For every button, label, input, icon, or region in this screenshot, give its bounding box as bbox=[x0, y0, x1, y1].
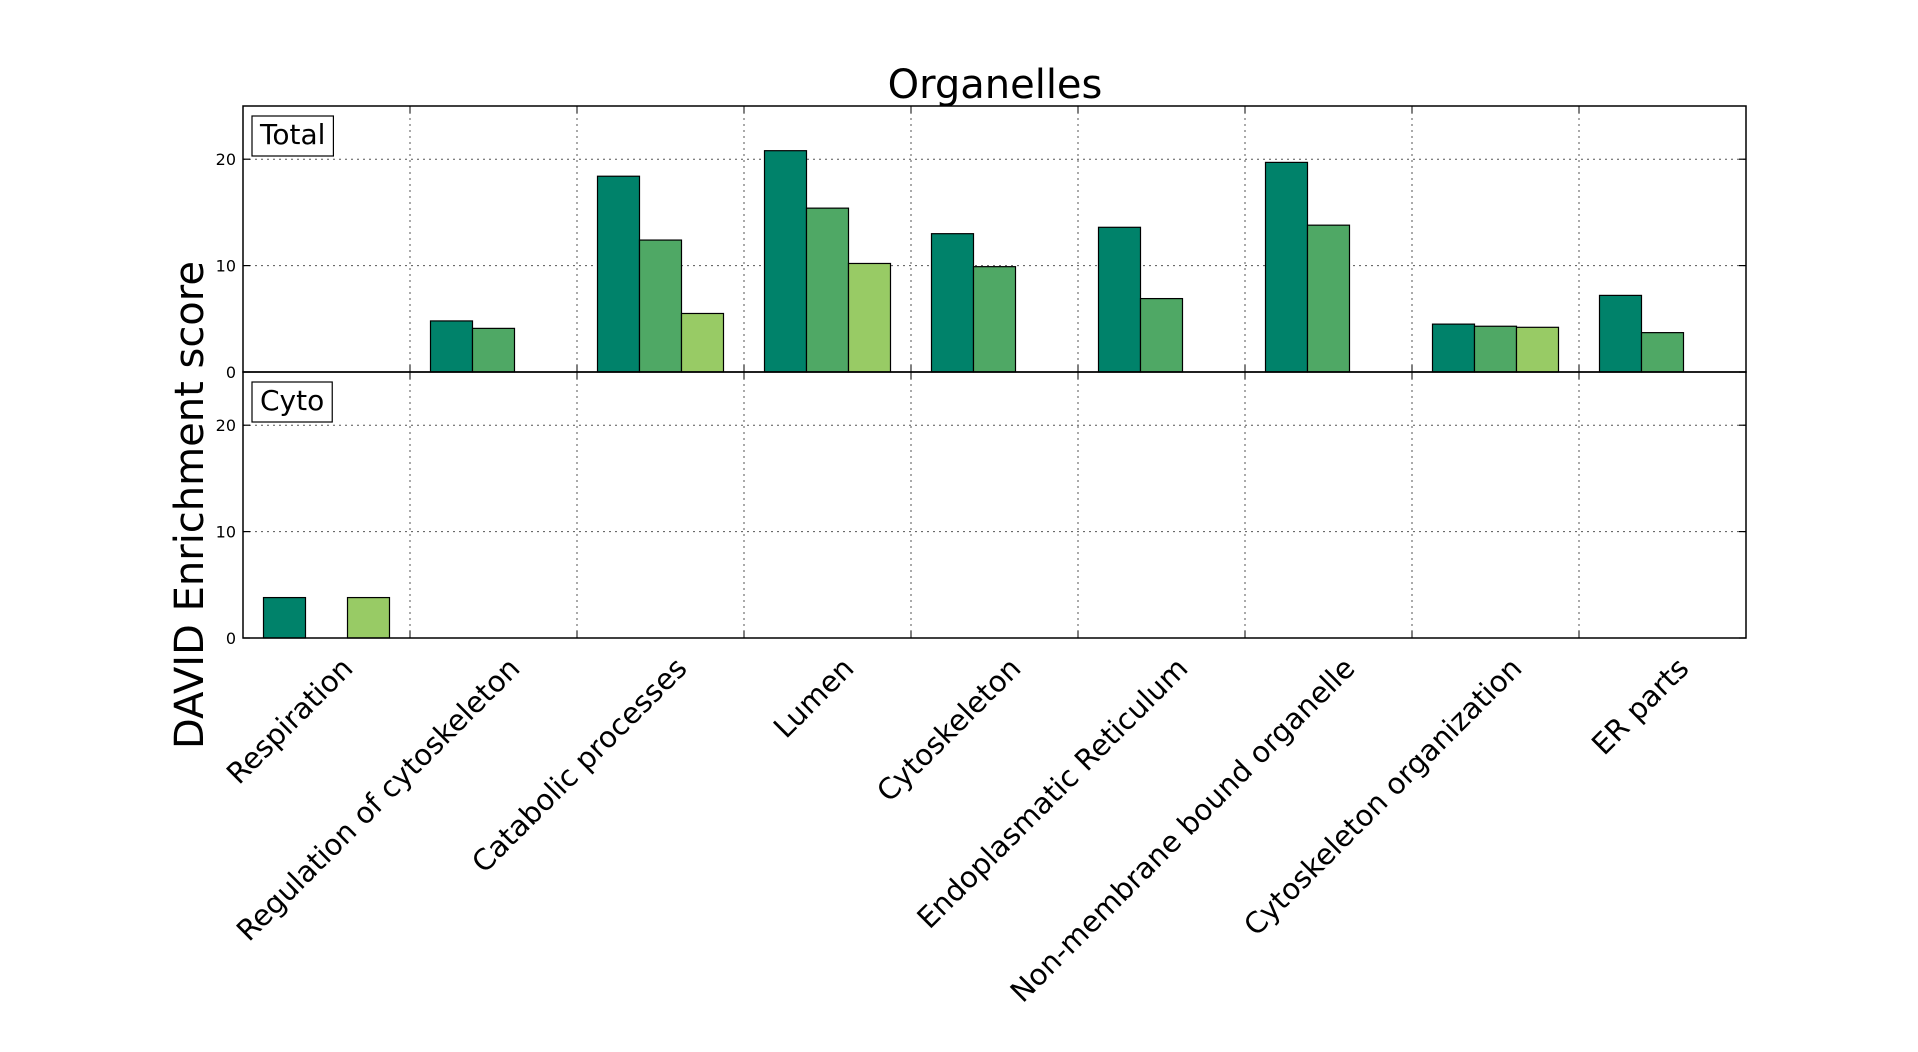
x-tick-label: Cytoskeleton organization bbox=[1237, 651, 1528, 942]
chart-title: Organelles bbox=[888, 62, 1103, 108]
x-tick-label: Regulation of cytoskeleton bbox=[230, 651, 527, 948]
bar-total-7-s0 bbox=[1431, 323, 1476, 373]
bar-total-3-s2 bbox=[847, 262, 892, 373]
bar-cyto-0-s2 bbox=[346, 596, 391, 639]
bar-total-5-s0 bbox=[1097, 226, 1142, 373]
x-tick-label: Cytoskeleton bbox=[870, 651, 1027, 808]
y-tick-label: 0 bbox=[226, 629, 236, 648]
bar-total-1-s0 bbox=[429, 320, 474, 373]
chart-panels: 0 10 20 Total 0 10 20 Cyto bbox=[216, 105, 1747, 648]
y-tick-label: 20 bbox=[216, 416, 236, 435]
y-axis-label: DAVID Enrichment score bbox=[167, 261, 213, 749]
bar-total-6-s1 bbox=[1306, 224, 1351, 373]
panel-label-text: Total bbox=[259, 118, 325, 151]
y-tick-label: 0 bbox=[226, 363, 236, 382]
y-tick-label: 10 bbox=[216, 523, 236, 542]
bar-total-2-s1 bbox=[638, 239, 683, 373]
bar-total-7-s2 bbox=[1515, 326, 1560, 373]
bar-total-2-s0 bbox=[596, 175, 641, 373]
bar-cyto-0-s0 bbox=[262, 596, 307, 639]
panel-total: 0 10 20 Total bbox=[216, 105, 1747, 382]
panel-cyto: 0 10 20 Cyto bbox=[216, 371, 1747, 648]
bar-total-3-s1 bbox=[805, 207, 850, 373]
bar-total-3-s0 bbox=[763, 150, 808, 373]
panel-label-cyto: Cyto bbox=[251, 381, 333, 423]
y-tick-label: 20 bbox=[216, 150, 236, 169]
bar-total-7-s1 bbox=[1473, 325, 1518, 373]
bar-total-2-s2 bbox=[680, 312, 725, 373]
x-tick-label: ER parts bbox=[1585, 651, 1696, 762]
y-tick-label: 10 bbox=[216, 257, 236, 276]
panel-label-box bbox=[251, 115, 335, 157]
x-tick-label: Lumen bbox=[767, 651, 861, 745]
panel-label-text: Cyto bbox=[260, 384, 324, 417]
x-tick-label: Non-membrane bound organelle bbox=[1003, 651, 1361, 1009]
bar-total-6-s0 bbox=[1264, 161, 1309, 373]
bar-total-8-s0 bbox=[1598, 294, 1643, 373]
x-tick-label: Endoplasmatic Reticulum bbox=[910, 651, 1194, 935]
bar-total-8-s1 bbox=[1640, 332, 1685, 373]
panel-frame bbox=[242, 371, 1747, 639]
bar-total-4-s0 bbox=[930, 233, 975, 373]
panel-label-total: Total bbox=[251, 115, 335, 157]
bar-total-4-s1 bbox=[972, 266, 1017, 373]
bar-total-5-s1 bbox=[1139, 297, 1184, 373]
x-tick-label: Respiration bbox=[220, 651, 360, 791]
bar-total-1-s1 bbox=[471, 327, 516, 373]
panel-label-box bbox=[251, 381, 333, 423]
